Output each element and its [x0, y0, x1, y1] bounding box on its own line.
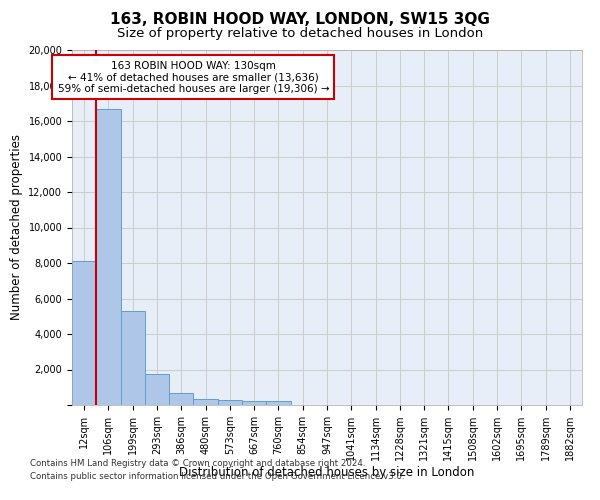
Bar: [193, 399, 218, 405]
Text: Contains public sector information licensed under the Open Government Licence v3: Contains public sector information licen…: [30, 472, 404, 481]
X-axis label: Distribution of detached houses by size in London: Distribution of detached houses by size …: [179, 466, 475, 479]
Y-axis label: Number of detached properties: Number of detached properties: [10, 134, 23, 320]
Text: 163 ROBIN HOOD WAY: 130sqm
← 41% of detached houses are smaller (13,636)
59% of : 163 ROBIN HOOD WAY: 130sqm ← 41% of deta…: [58, 60, 329, 94]
Bar: [121, 311, 145, 405]
Text: Contains HM Land Registry data © Crown copyright and database right 2024.: Contains HM Land Registry data © Crown c…: [30, 458, 365, 468]
Text: Size of property relative to detached houses in London: Size of property relative to detached ho…: [117, 28, 483, 40]
Bar: [72, 261, 96, 405]
Bar: [218, 400, 242, 405]
Bar: [242, 401, 266, 405]
Bar: [266, 402, 290, 405]
Bar: [145, 374, 169, 405]
Bar: [96, 108, 121, 405]
Text: 163, ROBIN HOOD WAY, LONDON, SW15 3QG: 163, ROBIN HOOD WAY, LONDON, SW15 3QG: [110, 12, 490, 28]
Bar: [169, 394, 193, 405]
